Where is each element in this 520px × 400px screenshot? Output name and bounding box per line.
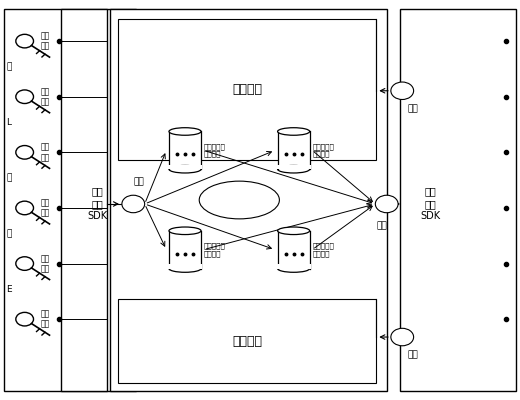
Bar [400,9,516,391]
Ellipse shape [278,128,309,135]
Text: 生: 生 [7,229,12,238]
Bar [278,132,309,169]
Text: 公钥: 公钥 [40,320,49,329]
Ellipse shape [169,128,201,135]
Bar [118,299,376,383]
Text: 公钥: 公钥 [40,42,49,51]
Circle shape [391,82,413,100]
Text: 公鑰注册: 公鑰注册 [232,83,262,96]
Text: L: L [7,118,11,127]
Ellipse shape [169,227,201,234]
Bar [277,264,310,268]
Bar [169,231,201,268]
Text: 四级防疫链: 四级防疫链 [226,196,253,204]
Text: 分布式数据
加密存储: 分布式数据 加密存储 [204,143,226,158]
Text: 提取: 提取 [376,221,387,230]
Text: 加密: 加密 [40,143,49,152]
Circle shape [375,195,398,213]
Bar [168,264,202,268]
Text: 台: 台 [7,62,12,72]
Bar [110,9,387,391]
Bar [4,9,136,391]
Text: 加密: 加密 [40,87,49,96]
Bar [169,132,201,169]
Text: 分布式数据
加密存储: 分布式数据 加密存储 [312,242,334,257]
Text: 加密: 加密 [40,32,49,40]
Text: 身份
管理
SDK: 身份 管理 SDK [87,186,107,221]
Text: 分布式数据
加密存储: 分布式数据 加密存储 [204,242,226,257]
Text: 公钥: 公钥 [40,97,49,106]
Ellipse shape [199,181,279,219]
Bar [278,231,309,268]
Text: 加密: 加密 [40,198,49,207]
Text: 公钥: 公钥 [40,264,49,273]
Bar [168,165,202,169]
Circle shape [391,328,413,346]
Text: 3: 3 [130,199,136,209]
Text: 身份
管理
SDK: 身份 管理 SDK [421,186,441,221]
Text: 公钥: 公钥 [40,209,49,218]
Text: 加密: 加密 [40,254,49,263]
Bar [61,9,108,391]
Text: 4: 4 [384,199,390,209]
Text: E: E [7,285,12,294]
Text: 的: 的 [7,174,12,183]
Text: 公钥: 公钥 [40,153,49,162]
Bar [118,19,376,160]
Text: 加密: 加密 [40,310,49,318]
Ellipse shape [278,227,309,234]
Text: 存储: 存储 [133,178,144,187]
Bar [277,165,310,169]
Text: 身份驗证: 身份驗证 [232,334,262,348]
Text: 驗证: 驗证 [407,350,418,360]
Text: 1: 1 [399,86,405,96]
Text: 分布式数据
加密存储: 分布式数据 加密存储 [312,143,334,158]
Circle shape [122,195,145,213]
Text: 2: 2 [399,332,406,342]
Text: 注册: 注册 [407,104,418,113]
